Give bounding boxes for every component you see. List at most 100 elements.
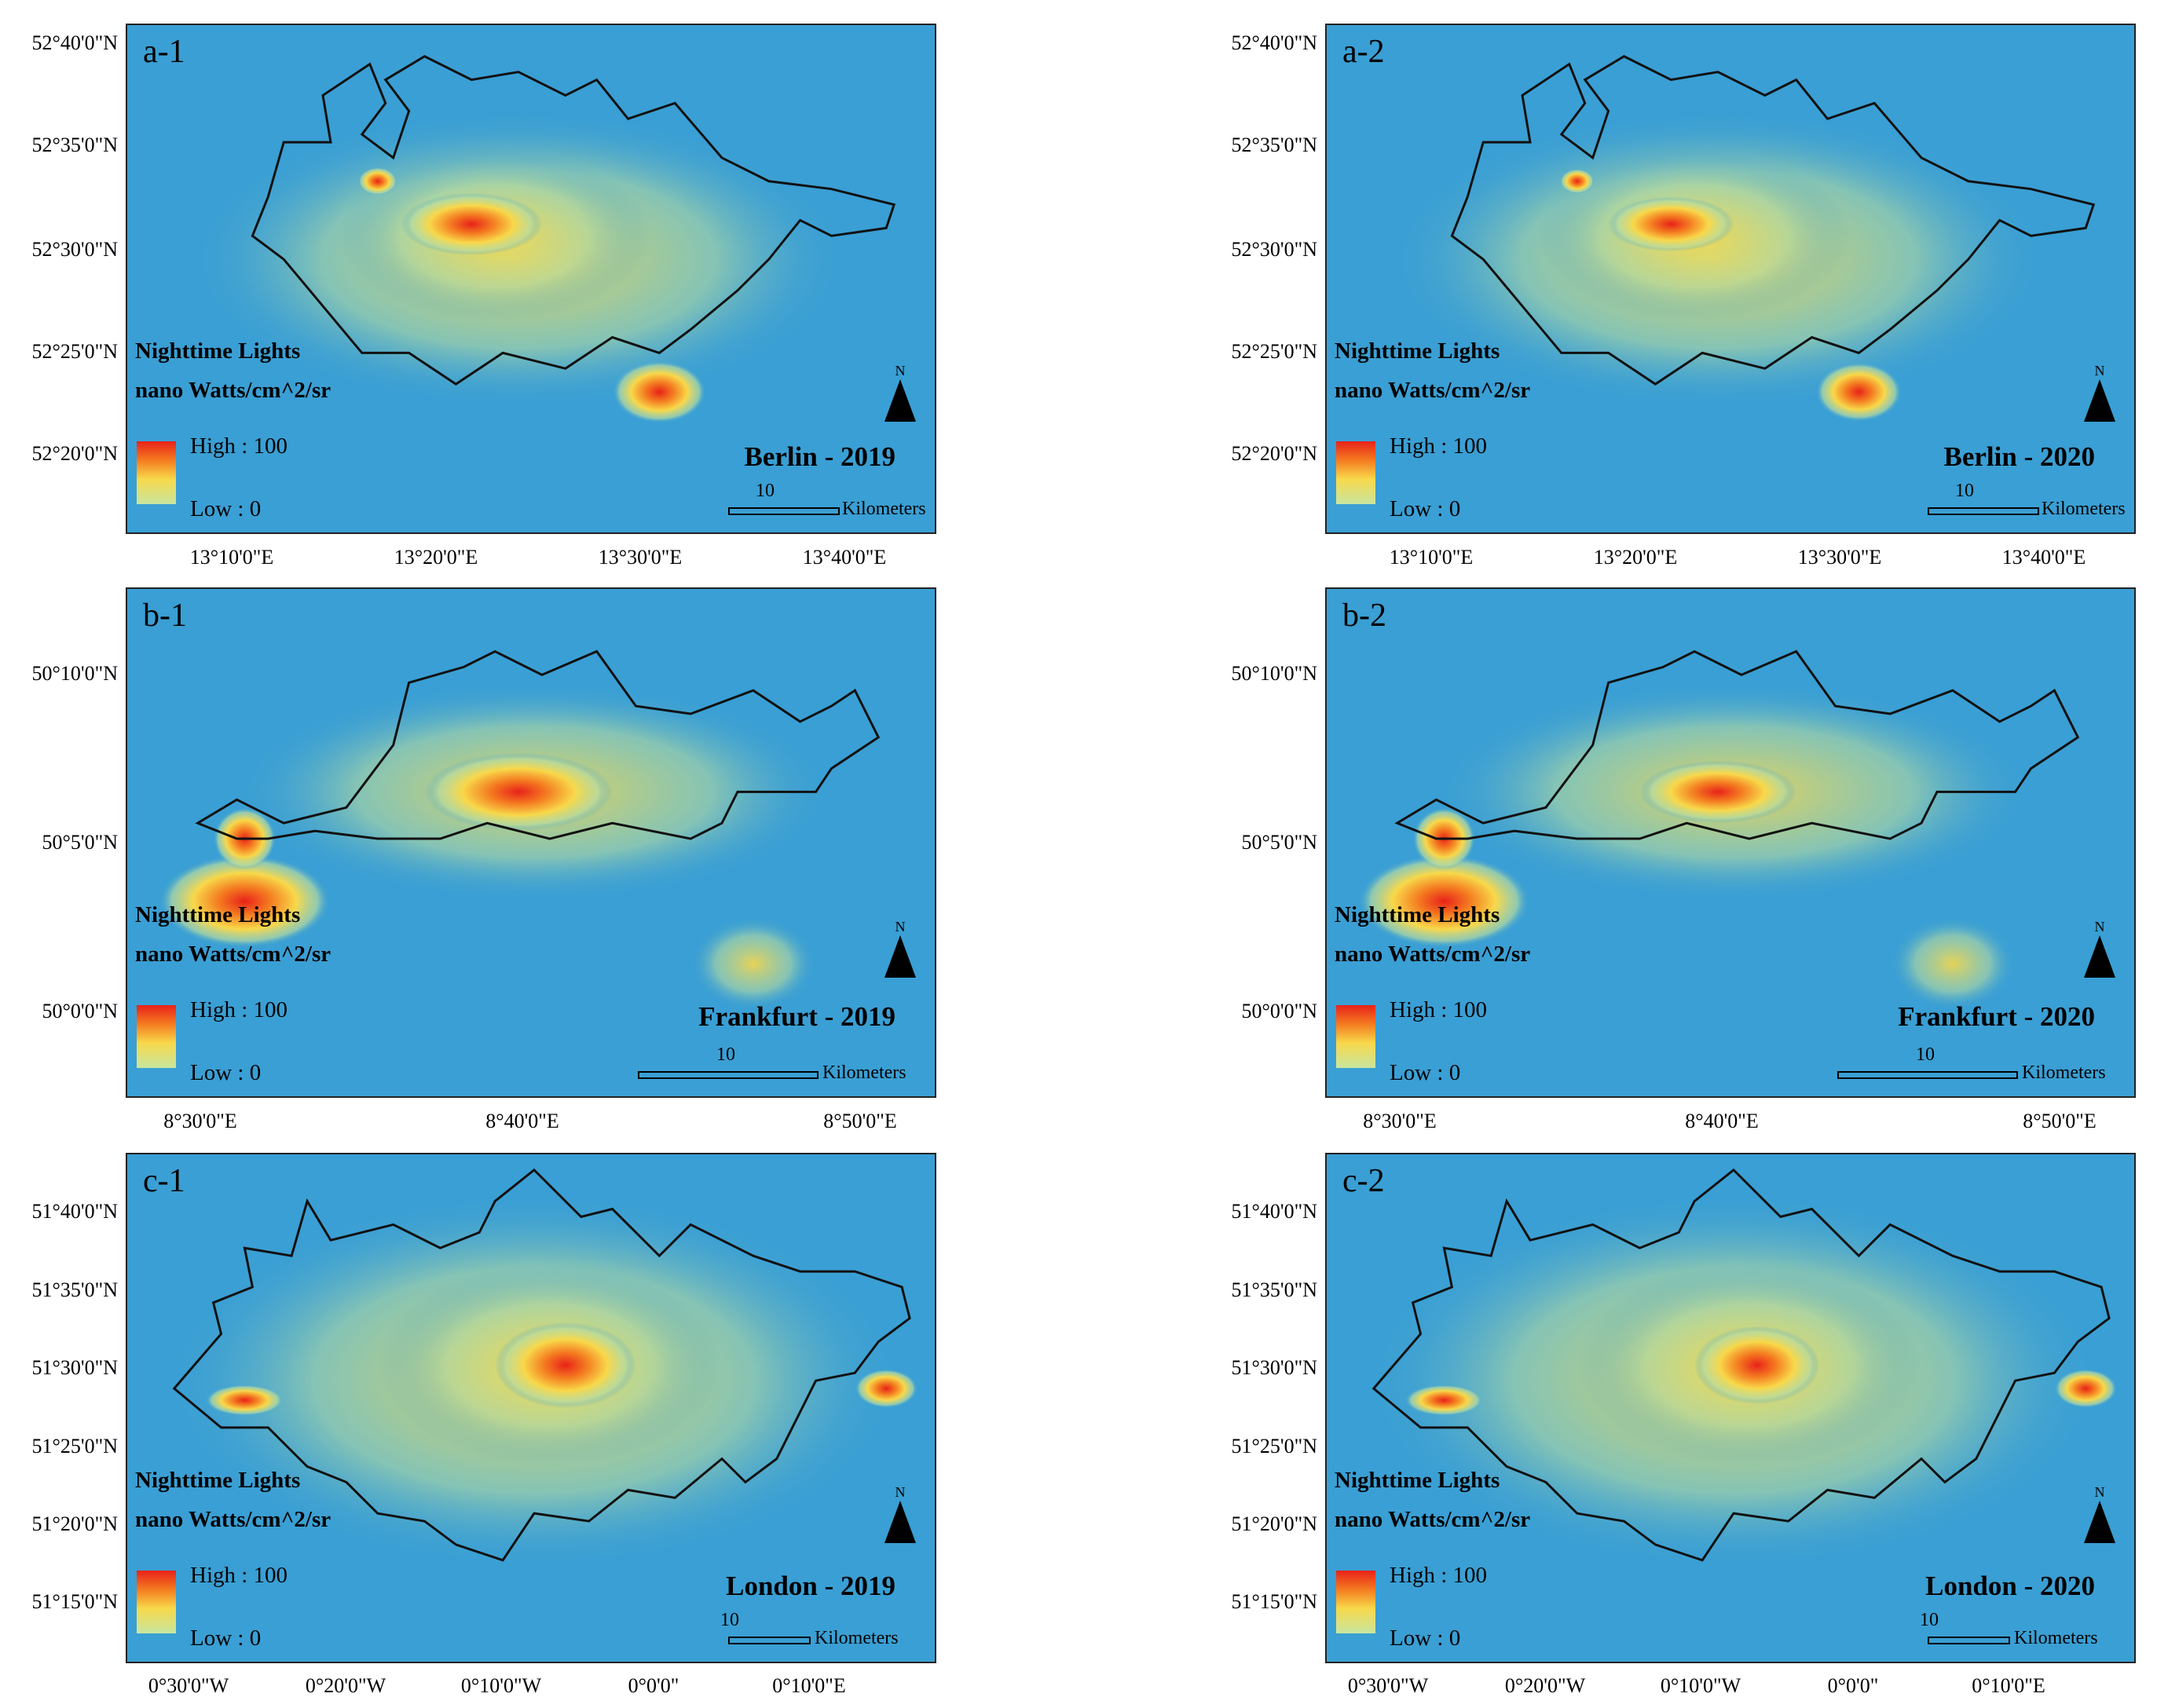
- scale-value: 10: [1955, 481, 1974, 501]
- lon-label: 13°40'0"E: [802, 546, 887, 569]
- lon-label: 13°30'0"E: [1797, 546, 1882, 569]
- scale-bar: [728, 1637, 811, 1644]
- legend-low: Low : 0: [190, 1626, 262, 1651]
- legend-title: Nighttime Lights nano Watts/cm^2/sr: [1335, 338, 1531, 403]
- lat-label: 52°35'0"N: [1231, 133, 1317, 156]
- lon-label: 8°50'0"E: [823, 1110, 897, 1132]
- panel-label: c-2: [1342, 1163, 1385, 1199]
- panel-label: c-1: [143, 1163, 185, 1199]
- scale-bar: [728, 507, 840, 515]
- legend-high: High : 100: [190, 1563, 288, 1588]
- scale-bar: [1928, 1637, 2010, 1644]
- lat-label: 51°30'0"N: [1231, 1356, 1317, 1379]
- lat-label: 52°20'0"N: [1231, 442, 1317, 465]
- scale-bar: [1837, 1071, 2018, 1079]
- legend-color-ramp: [137, 1571, 176, 1633]
- scale-bar: [638, 1071, 818, 1079]
- scale-unit: Kilometers: [822, 1062, 906, 1083]
- lon-label: 13°20'0"E: [1593, 546, 1678, 569]
- scale-unit: Kilometers: [2014, 1628, 2098, 1648]
- city-title: Frankfurt - 2020: [1898, 1001, 2095, 1032]
- scale-unit: Kilometers: [842, 499, 926, 519]
- lon-label: 8°30'0"E: [1363, 1110, 1437, 1132]
- north-arrow-icon: N: [2082, 1484, 2117, 1543]
- legend-low: Low : 0: [1390, 1060, 1461, 1085]
- lat-label: 51°15'0"N: [31, 1590, 118, 1613]
- north-arrow-icon: N: [883, 363, 917, 422]
- lon-label: 0°20'0"W: [1504, 1674, 1586, 1697]
- lat-label: 52°35'0"N: [31, 133, 118, 156]
- nightlight-map: [1327, 25, 2134, 532]
- lat-label: 52°20'0"N: [31, 442, 118, 465]
- legend-low: Low : 0: [190, 496, 262, 521]
- lat-label: 51°30'0"N: [31, 1356, 118, 1379]
- legend-low: Low : 0: [1390, 1626, 1461, 1651]
- map-panel-c-1: c-1 Nighttime Lights nano Watts/cm^2/sr H…: [126, 1153, 936, 1663]
- legend-title: Nighttime Lights nano Watts/cm^2/sr: [135, 338, 331, 403]
- map-panel-b-1: b-1 Nighttime Lights nano Watts/cm^2/sr H…: [126, 587, 936, 1098]
- lon-label: 8°50'0"E: [2023, 1110, 2097, 1132]
- legend-high: High : 100: [1390, 433, 1488, 459]
- legend-high: High : 100: [190, 997, 288, 1022]
- panel-label: a-1: [143, 34, 185, 70]
- city-title: Berlin - 2019: [744, 441, 895, 472]
- nightlight-map: [1327, 589, 2134, 1096]
- lat-label: 52°30'0"N: [31, 238, 118, 261]
- lat-label: 51°40'0"N: [1231, 1200, 1317, 1223]
- legend-title: Nighttime Lights nano Watts/cm^2/sr: [1335, 1468, 1531, 1532]
- lon-label: 0°10'0"E: [1972, 1674, 2045, 1697]
- legend-color-ramp: [1336, 1005, 1375, 1068]
- lon-label: 0°30'0"W: [148, 1674, 229, 1697]
- lon-label: 13°40'0"E: [2001, 546, 2086, 569]
- lat-label: 52°25'0"N: [31, 340, 118, 363]
- legend-high: High : 100: [190, 433, 288, 459]
- scale-unit: Kilometers: [2022, 1062, 2106, 1083]
- city-title: Berlin - 2020: [1943, 441, 2095, 472]
- lat-label: 52°40'0"N: [1231, 31, 1317, 54]
- lat-label: 51°20'0"N: [1231, 1512, 1317, 1535]
- lon-label: 0°10'0"W: [460, 1674, 542, 1697]
- map-panel-a-2: a-2 Nighttime Lights nano Watts/cm^2/sr H…: [1325, 24, 2136, 534]
- legend-high: High : 100: [1390, 997, 1488, 1022]
- map-panel-a-1: a-1 Nighttime Lights nano Watts/cm^2/sr H…: [126, 24, 936, 534]
- scale-value: 10: [1916, 1044, 1935, 1065]
- lon-label: 13°10'0"E: [1389, 546, 1474, 569]
- lon-label: 0°10'0"E: [772, 1674, 846, 1697]
- lat-label: 51°35'0"N: [1231, 1278, 1317, 1301]
- lon-label: 13°10'0"E: [189, 546, 274, 569]
- legend-title: Nighttime Lights nano Watts/cm^2/sr: [135, 1468, 331, 1532]
- lon-label: 8°30'0"E: [163, 1110, 237, 1132]
- city-title: London - 2020: [1925, 1571, 2095, 1601]
- nightlight-map: [127, 589, 935, 1096]
- lon-label: 13°20'0"E: [394, 546, 478, 569]
- legend-title: Nighttime Lights nano Watts/cm^2/sr: [135, 902, 331, 967]
- north-arrow-icon: N: [2082, 363, 2117, 422]
- lon-label: 0°0'0": [628, 1674, 679, 1697]
- scale-value: 10: [720, 1610, 739, 1630]
- lon-label: 13°30'0"E: [598, 546, 683, 569]
- lat-label: 50°5'0"N: [1241, 831, 1317, 854]
- lat-label: 51°35'0"N: [31, 1278, 118, 1301]
- lon-label: 0°0'0": [1827, 1674, 1879, 1697]
- lat-label: 50°10'0"N: [31, 662, 118, 685]
- panel-label: b-1: [143, 598, 187, 634]
- lat-label: 52°25'0"N: [1231, 340, 1317, 363]
- legend-high: High : 100: [1390, 1563, 1488, 1588]
- lat-label: 50°5'0"N: [42, 831, 118, 854]
- scale-value: 10: [1920, 1610, 1939, 1630]
- scale-unit: Kilometers: [2042, 499, 2126, 519]
- legend-low: Low : 0: [190, 1060, 262, 1085]
- lat-label: 51°20'0"N: [31, 1512, 118, 1535]
- lat-label: 50°0'0"N: [1241, 1000, 1317, 1022]
- legend-color-ramp: [137, 1005, 176, 1068]
- lat-label: 51°40'0"N: [31, 1200, 118, 1223]
- panel-label: a-2: [1342, 34, 1385, 70]
- lat-label: 51°25'0"N: [1231, 1435, 1317, 1457]
- city-title: London - 2019: [726, 1571, 895, 1601]
- scale-value: 10: [756, 481, 775, 501]
- north-arrow-icon: N: [883, 919, 917, 978]
- nightlight-map: [127, 25, 935, 532]
- nightlight-map: [1327, 1154, 2134, 1662]
- panel-label: b-2: [1342, 598, 1386, 634]
- lat-label: 52°30'0"N: [1231, 238, 1317, 261]
